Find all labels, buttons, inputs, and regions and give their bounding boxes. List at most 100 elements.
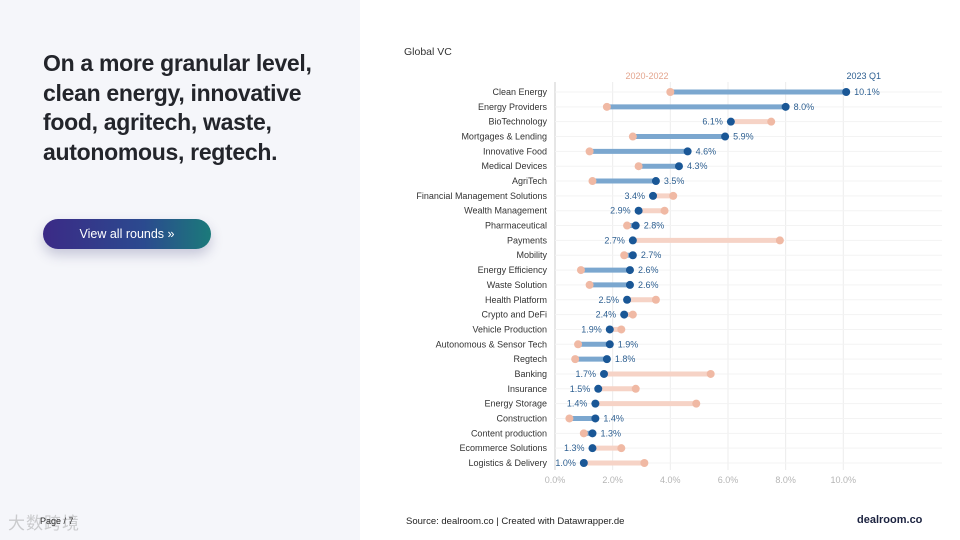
- value-label: 2.8%: [644, 221, 665, 231]
- value-label: 2.6%: [638, 265, 659, 275]
- dealroom-logo: dealroom.co: [857, 514, 923, 526]
- value-label: 6.1%: [702, 117, 723, 127]
- point-2023-q1: [602, 355, 611, 364]
- point-2020-2022: [585, 280, 594, 289]
- point-2023-q1: [781, 102, 790, 111]
- source-note: Source: dealroom.co | Created with Dataw…: [406, 516, 625, 527]
- point-2023-q1: [600, 369, 609, 378]
- value-label: 1.3%: [564, 443, 585, 453]
- category-label: Autonomous & Sensor Tech: [436, 339, 547, 349]
- view-all-rounds-button[interactable]: View all rounds »: [43, 219, 211, 249]
- point-2020-2022: [602, 102, 611, 111]
- point-2023-q1: [628, 236, 637, 245]
- value-label: 1.9%: [581, 324, 602, 334]
- category-label: Mortgages & Lending: [461, 132, 547, 142]
- point-2020-2022: [775, 236, 784, 245]
- point-2020-2022: [574, 340, 583, 349]
- point-2020-2022: [623, 221, 632, 230]
- category-label: Medical Devices: [481, 161, 547, 171]
- category-label: Logistics & Delivery: [468, 458, 547, 468]
- point-2020-2022: [571, 355, 580, 364]
- value-label: 4.3%: [687, 161, 708, 171]
- value-label: 2.5%: [599, 295, 620, 305]
- page-number: Page / 7: [40, 516, 74, 526]
- chart-title: Global VC: [404, 46, 452, 58]
- point-2023-q1: [634, 206, 643, 215]
- point-2023-q1: [649, 191, 658, 200]
- legend-2020-2022: 2020-2022: [625, 71, 668, 81]
- value-label: 5.9%: [733, 132, 754, 142]
- point-2023-q1: [631, 221, 640, 230]
- value-label: 1.3%: [600, 428, 621, 438]
- point-2020-2022: [669, 191, 678, 200]
- value-label: 3.4%: [625, 191, 646, 201]
- value-label: 1.7%: [575, 369, 596, 379]
- value-label: 2.7%: [641, 250, 662, 260]
- point-2020-2022: [576, 266, 585, 275]
- value-label: 10.1%: [854, 87, 880, 97]
- category-label: Mobility: [516, 250, 547, 260]
- x-tick-label: 10.0%: [831, 475, 857, 485]
- x-tick-label: 6.0%: [718, 475, 739, 485]
- point-2020-2022: [660, 206, 669, 215]
- value-label: 4.6%: [696, 146, 717, 156]
- watermark: 大数跨境: [8, 514, 80, 533]
- category-label: Construction: [496, 413, 547, 423]
- value-label: 1.4%: [603, 413, 624, 423]
- point-2020-2022: [565, 414, 574, 423]
- category-label: Ecommerce Solutions: [459, 443, 547, 453]
- category-label: Clean Energy: [492, 87, 547, 97]
- point-2020-2022: [579, 429, 588, 438]
- point-2020-2022: [617, 444, 626, 453]
- point-2023-q1: [726, 117, 735, 126]
- category-label: Content production: [471, 428, 547, 438]
- point-2020-2022: [620, 251, 629, 260]
- category-label: Financial Management Solutions: [416, 191, 547, 201]
- point-2020-2022: [666, 88, 675, 96]
- value-label: 1.4%: [567, 399, 588, 409]
- point-2023-q1: [588, 444, 597, 453]
- x-tick-label: 8.0%: [775, 475, 796, 485]
- point-2023-q1: [628, 251, 637, 260]
- point-2020-2022: [617, 325, 626, 334]
- point-2020-2022: [628, 310, 637, 319]
- category-label: Banking: [514, 369, 547, 379]
- point-2023-q1: [594, 384, 603, 393]
- headline: On a more granular level, clean energy, …: [43, 50, 312, 165]
- category-label: Vehicle Production: [472, 324, 547, 334]
- value-label: 1.5%: [570, 384, 591, 394]
- point-2020-2022: [692, 399, 701, 408]
- point-2020-2022: [767, 117, 776, 126]
- point-2023-q1: [674, 162, 683, 171]
- point-2023-q1: [683, 147, 692, 156]
- value-label: 1.8%: [615, 354, 636, 364]
- point-2023-q1: [588, 429, 597, 438]
- category-label: BioTechnology: [488, 117, 547, 127]
- point-2023-q1: [721, 132, 730, 141]
- point-2023-q1: [579, 459, 588, 467]
- category-label: Health Platform: [485, 295, 547, 305]
- point-2023-q1: [605, 340, 614, 349]
- value-label: 2.9%: [610, 206, 631, 216]
- x-tick-label: 4.0%: [660, 475, 681, 485]
- value-label: 3.5%: [664, 176, 685, 186]
- category-label: Energy Efficiency: [478, 265, 548, 275]
- category-label: Crypto and DeFi: [481, 310, 547, 320]
- x-tick-label: 2.0%: [602, 475, 623, 485]
- category-label: AgriTech: [512, 176, 547, 186]
- dumbbell-chart: Global VC 2020-2022 2023 Q1 Clean Energy…: [404, 46, 942, 485]
- x-tick-label: 0.0%: [545, 475, 566, 485]
- point-2020-2022: [628, 132, 637, 141]
- point-2020-2022: [588, 177, 597, 186]
- point-2020-2022: [634, 162, 643, 171]
- category-label: Wealth Management: [464, 206, 547, 216]
- value-label: 1.0%: [555, 458, 576, 468]
- category-label: Energy Storage: [484, 399, 547, 409]
- category-label: Waste Solution: [487, 280, 547, 290]
- point-2023-q1: [591, 414, 600, 423]
- category-label: Insurance: [507, 384, 547, 394]
- value-label: 2.4%: [596, 310, 617, 320]
- point-2023-q1: [591, 399, 600, 408]
- category-label: Regtech: [513, 354, 547, 364]
- legend-2023-q1: 2023 Q1: [846, 71, 881, 81]
